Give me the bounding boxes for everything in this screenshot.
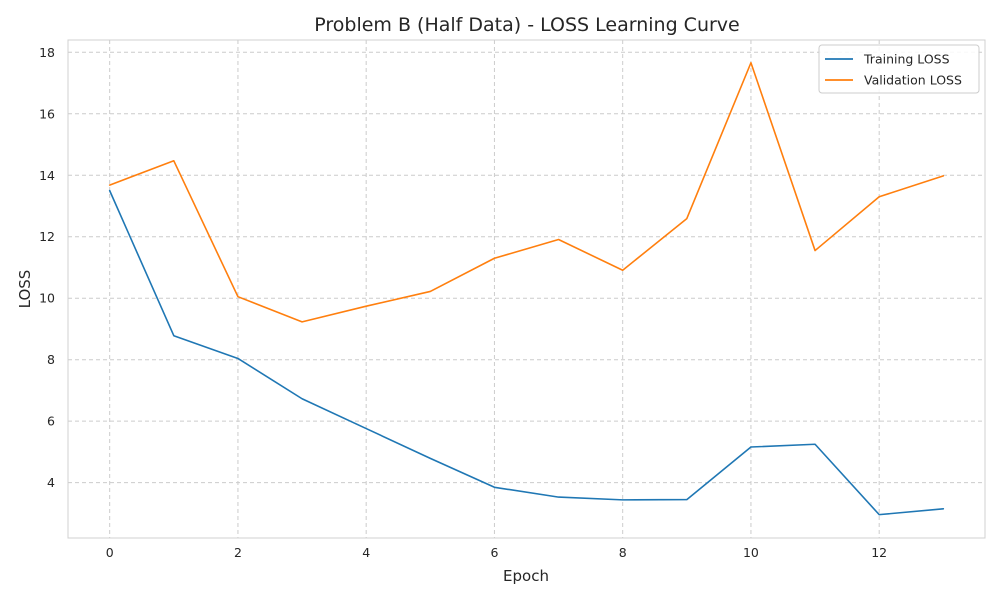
series-line-training-loss (108, 189, 945, 516)
y-tick-label: 16 (39, 106, 55, 121)
legend: Training LOSS Validation LOSS (818, 44, 980, 94)
y-tick-label: 6 (47, 414, 55, 429)
x-tick-label: 2 (234, 545, 242, 560)
x-tick-label: 6 (490, 545, 498, 560)
x-tick-label: 12 (871, 545, 887, 560)
tick-labels: 0 2 4 6 8 10 12 4 6 8 10 12 14 16 18 (39, 45, 887, 560)
series-layer (108, 61, 945, 516)
x-tick-label: 4 (362, 545, 370, 560)
grid-layer (68, 40, 985, 538)
x-tick-label: 10 (743, 545, 759, 560)
y-tick-label: 18 (39, 45, 55, 60)
series-line-validation-loss (108, 61, 945, 323)
plot-area-frame (67, 39, 986, 539)
y-tick-label: 4 (47, 475, 55, 490)
y-tick-label: 10 (39, 291, 55, 306)
y-tick-label: 12 (39, 229, 55, 244)
x-tick-label: 0 (106, 545, 114, 560)
legend-box (818, 44, 980, 94)
y-tick-label: 14 (39, 168, 55, 183)
y-tick-label: 8 (47, 352, 55, 367)
y-axis-label: LOSS (16, 270, 34, 309)
x-axis-label: Epoch (503, 567, 549, 585)
legend-label: Training LOSS (863, 52, 950, 67)
legend-label: Validation LOSS (864, 73, 962, 88)
chart-title: Problem B (Half Data) - LOSS Learning Cu… (314, 14, 739, 36)
x-tick-label: 8 (619, 545, 627, 560)
legend-items: Training LOSS Validation LOSS (825, 52, 962, 88)
